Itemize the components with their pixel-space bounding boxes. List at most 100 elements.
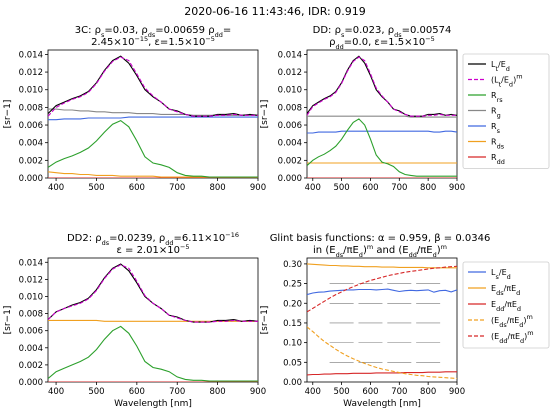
legend-label-Rs: Rs — [491, 122, 501, 135]
series-line-Lt_model — [307, 56, 457, 117]
series-line-Eds_model — [307, 326, 457, 380]
series-line-Lt — [48, 55, 258, 117]
chart-panel-top-right: 400 500 600 700 800 900 0.000 0.002 0.004 0.006 0.… — [260, 25, 465, 193]
x-axis-label: Wavelength [nm] — [343, 399, 421, 409]
y-tick-label: 0.008 — [19, 103, 43, 113]
y-tick-label: 0.008 — [278, 103, 302, 113]
panel-title-line1: Glint basis functions: α = 0.959, β = 0.… — [270, 233, 491, 244]
x-tick-label: 900 — [449, 183, 465, 193]
panel-title-line1: 3C: ρs=0.03, ρds=0.00659 ρdd= — [75, 25, 231, 39]
legend-label-Rds: Rds — [491, 138, 505, 151]
x-tick-label: 800 — [209, 387, 225, 397]
legend-label-Rdd: Rdd — [491, 153, 505, 166]
panel-title-line2: ε = 2.01×10−5 — [116, 243, 189, 256]
y-tick-label: 0.004 — [19, 139, 43, 149]
series-line-Rds — [48, 171, 258, 178]
x-tick-label: 800 — [420, 387, 436, 397]
x-tick-label: 800 — [420, 183, 436, 193]
y-tick-label: 0.002 — [19, 361, 43, 371]
legend-label-Eds_model: (Eds/πEd)m — [491, 313, 533, 329]
y-tick-label: 0.000 — [19, 174, 43, 184]
legend-top: Lt/Ed(Lt/Ed)m Rrs Rg Rs Rds Rdd — [462, 53, 550, 169]
x-tick-label: 400 — [305, 183, 321, 193]
x-tick-label: 400 — [305, 387, 321, 397]
legend-bottom: Ls/Ed Eds/πEd Edd/πEd(Eds/πEd)m(Edd/πEd)m — [462, 261, 550, 349]
y-axis-label: [sr−1] — [3, 306, 13, 335]
legend-label-Lt_model: (Lt/Ed)m — [491, 73, 523, 89]
x-tick-label: 600 — [362, 387, 378, 397]
series-line-Rrs — [48, 119, 258, 178]
y-tick-label: 0.014 — [19, 258, 43, 268]
y-tick-label: 0.006 — [19, 327, 43, 337]
legend-label-Ls: Ls/Ed — [491, 268, 511, 281]
y-tick-label: 0.10 — [283, 339, 302, 349]
y-tick-label: 0.012 — [19, 68, 43, 78]
chart-panel-bottom-right: 400 500 600 700 800 900 0.00 0.05 0.10 0.15 0.20 0.… — [260, 233, 490, 409]
y-axis-label: [sr−1] — [260, 306, 270, 335]
y-tick-label: 0.006 — [278, 121, 302, 131]
series-line-Rrs — [307, 118, 457, 177]
x-tick-label: 700 — [169, 387, 185, 397]
x-tick-label: 500 — [88, 387, 104, 397]
y-axis-label: [sr−1] — [260, 100, 270, 129]
panel-title-line1: DD2: ρds=0.0239, ρdd=6.11×10−16 — [67, 231, 239, 247]
x-tick-label: 500 — [88, 183, 104, 193]
y-tick-label: 0.010 — [19, 292, 43, 302]
y-tick-label: 0.014 — [19, 50, 43, 60]
chart-panel-top-left: 400 500 600 700 800 900 0.000 0.002 0.004 0.006 0.… — [3, 25, 266, 193]
figure-suptitle: 2020-06-16 11:43:46, IDR: 0.919 — [184, 5, 366, 18]
x-tick-label: 700 — [169, 183, 185, 193]
y-tick-label: 0.010 — [278, 86, 302, 96]
panel-title-line1: DD: ρs=0.023, ρds=0.00574 — [313, 25, 452, 39]
x-tick-label: 500 — [333, 183, 349, 193]
panel-title-line2: ρdd=0.0, ε=1.5×10−5 — [329, 35, 435, 51]
x-tick-label: 500 — [333, 387, 349, 397]
x-tick-label: 700 — [391, 387, 407, 397]
legend-label-Rrs: Rrs — [491, 91, 503, 104]
x-tick-label: 900 — [449, 387, 465, 397]
series-line-Rg — [307, 115, 457, 118]
panel-title-line2: in (Eds/πEd)m and (Edd/πEd)m — [313, 243, 447, 259]
x-tick-label: 900 — [250, 387, 266, 397]
x-tick-label: 400 — [48, 183, 64, 193]
y-tick-label: 0.002 — [278, 156, 302, 166]
panel-title-line2: 2.45×10−15, ε=1.5×10−5 — [91, 35, 215, 48]
x-tick-label: 700 — [391, 183, 407, 193]
y-tick-label: 0.05 — [283, 358, 302, 368]
legend-label-Edd: Edd/πEd — [491, 300, 521, 313]
series-line-Edd — [307, 371, 457, 376]
plot-frame — [306, 257, 458, 383]
y-tick-label: 0.20 — [283, 299, 302, 309]
y-tick-label: 0.006 — [19, 121, 43, 131]
series-line-Ls — [307, 288, 457, 296]
legend-box — [462, 261, 550, 349]
series-line-Edd_model — [307, 265, 457, 313]
x-tick-label: 900 — [250, 183, 266, 193]
x-tick-label: 400 — [48, 387, 64, 397]
series-line-Lt_model — [48, 264, 258, 323]
legend-label-Edd_model: (Edd/πEd)m — [491, 329, 534, 345]
x-tick-label: 600 — [362, 183, 378, 193]
series-line-Lt — [307, 55, 457, 117]
y-tick-label: 0.000 — [278, 174, 302, 184]
legend-label-Eds: Eds/πEd — [491, 284, 520, 297]
legend-label-Rg: Rg — [491, 107, 501, 120]
y-tick-label: 0.004 — [19, 344, 43, 354]
y-tick-label: 0.30 — [283, 260, 302, 270]
series-line-Rds — [48, 319, 258, 322]
y-tick-label: 0.008 — [19, 310, 43, 320]
series-line-Rs — [48, 116, 258, 121]
y-tick-label: 0.25 — [283, 280, 302, 290]
y-axis-label: [sr−1] — [3, 100, 13, 129]
y-tick-label: 0.002 — [19, 156, 43, 166]
y-tick-label: 0.010 — [19, 86, 43, 96]
x-tick-label: 800 — [209, 183, 225, 193]
series-line-Eds — [307, 263, 457, 269]
x-tick-label: 600 — [129, 387, 145, 397]
x-axis-label: Wavelength [nm] — [114, 399, 192, 409]
series-line-Lt_model — [48, 56, 258, 117]
y-tick-label: 0.012 — [19, 275, 43, 285]
y-tick-label: 0.00 — [283, 378, 302, 388]
legend-label-Lt: Lt/Ed — [491, 60, 510, 73]
